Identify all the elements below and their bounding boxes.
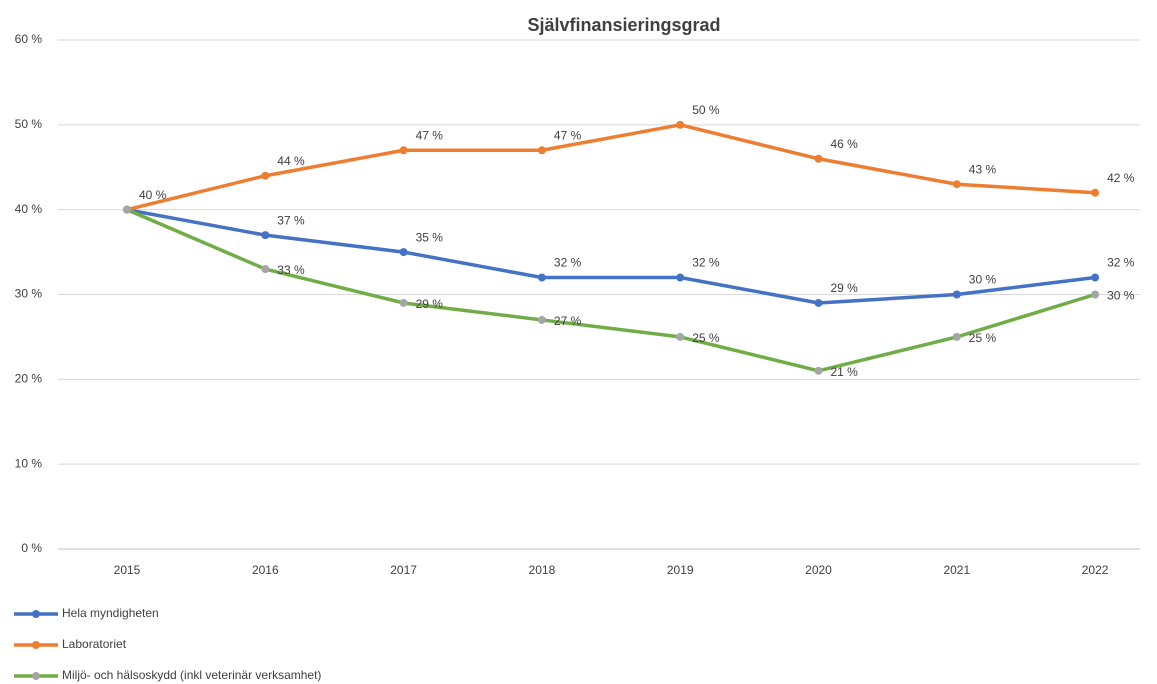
point — [676, 273, 685, 282]
point — [676, 120, 685, 129]
legend-label: Miljö- och hälsoskydd (inkl veterinär ve… — [62, 668, 321, 682]
data-label: 32 % — [554, 256, 582, 270]
x-tick-label: 2018 — [529, 563, 556, 577]
x-tick-label: 2020 — [805, 563, 832, 577]
x-tick-label: 2017 — [390, 563, 417, 577]
point — [537, 315, 546, 324]
x-tick-label: 2019 — [667, 563, 694, 577]
data-label: 29 % — [831, 281, 859, 295]
x-tick-label: 2015 — [114, 563, 141, 577]
data-label: 25 % — [692, 331, 720, 345]
y-tick-label: 20 % — [15, 372, 43, 386]
data-label: 50 % — [692, 103, 720, 117]
point — [814, 154, 823, 163]
data-label: 30 % — [969, 273, 997, 287]
point — [537, 273, 546, 282]
point — [814, 298, 823, 307]
chart-title: Självfinansieringsgrad — [527, 15, 720, 35]
y-tick-label: 60 % — [15, 32, 43, 46]
legend-marker — [32, 641, 40, 649]
x-tick-label: 2022 — [1082, 563, 1109, 577]
legend-label: Hela myndigheten — [62, 606, 159, 620]
data-label: 42 % — [1107, 171, 1135, 185]
point — [399, 146, 408, 155]
y-tick-label: 30 % — [15, 287, 43, 301]
point — [261, 265, 270, 274]
point — [1091, 290, 1100, 299]
series-line — [126, 207, 1096, 305]
data-label: 35 % — [416, 230, 444, 244]
y-tick-label: 40 % — [15, 202, 43, 216]
point — [261, 231, 270, 240]
data-label: 27 % — [554, 314, 582, 328]
data-label: 32 % — [692, 256, 720, 270]
data-label: 47 % — [416, 128, 444, 142]
data-label: 29 % — [416, 297, 444, 311]
data-label: 21 % — [831, 365, 859, 379]
point — [537, 146, 546, 155]
data-label: 40 % — [139, 188, 167, 202]
point — [261, 171, 270, 180]
point — [1091, 273, 1100, 282]
x-tick-label: 2016 — [252, 563, 279, 577]
data-label: 47 % — [554, 128, 582, 142]
x-tick-label: 2021 — [943, 563, 970, 577]
y-tick-label: 0 % — [21, 541, 42, 555]
legend-marker — [32, 672, 40, 680]
data-label: 25 % — [969, 331, 997, 345]
point — [1091, 188, 1100, 197]
data-label: 30 % — [1107, 289, 1135, 303]
series-line — [126, 123, 1096, 212]
point — [676, 332, 685, 341]
data-label: 37 % — [277, 213, 305, 227]
y-tick-label: 50 % — [15, 117, 43, 131]
point — [952, 180, 961, 189]
point — [814, 366, 823, 375]
y-tick-label: 10 % — [15, 456, 43, 470]
legend-label: Laboratoriet — [62, 637, 127, 651]
point — [952, 332, 961, 341]
data-label: 43 % — [969, 162, 997, 176]
point — [123, 205, 131, 214]
data-label: 32 % — [1107, 256, 1135, 270]
data-label: 33 % — [277, 263, 305, 277]
data-label: 44 % — [277, 154, 305, 168]
point — [399, 248, 408, 257]
data-label: 46 % — [831, 137, 859, 151]
point — [399, 298, 408, 307]
point — [952, 290, 961, 299]
series-line — [126, 208, 1096, 373]
legend-marker — [32, 610, 40, 618]
